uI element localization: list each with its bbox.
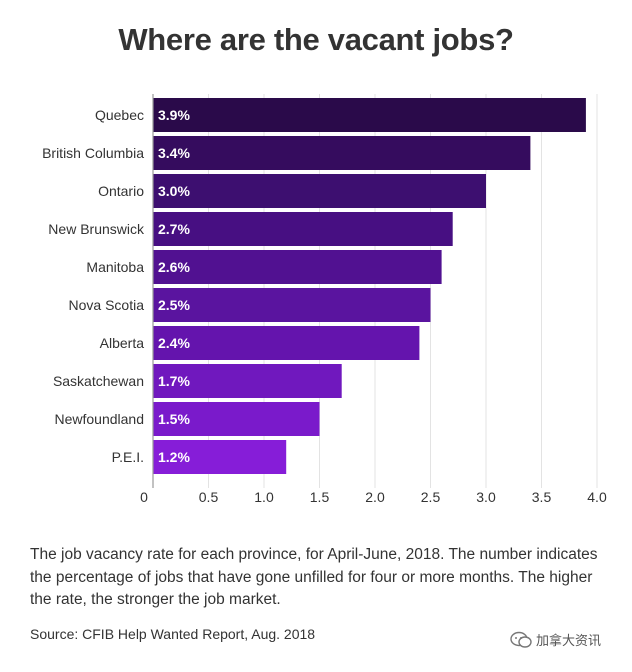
chart-caption: The job vacancy rate for each province, … xyxy=(30,546,598,608)
category-label: Quebec xyxy=(95,107,144,123)
value-label: 1.5% xyxy=(158,411,190,427)
x-tick-label: 1.0 xyxy=(254,489,274,505)
value-label: 2.4% xyxy=(158,335,190,351)
chart-title: Where are the vacant jobs? xyxy=(118,22,514,57)
value-label: 3.0% xyxy=(158,183,190,199)
bar xyxy=(153,136,531,170)
x-tick-label: 3.0 xyxy=(476,489,496,505)
chart-source: Source: CFIB Help Wanted Report, Aug. 20… xyxy=(30,626,316,642)
x-tick-label: 3.5 xyxy=(532,489,552,505)
category-label: P.E.I. xyxy=(112,449,144,465)
bar xyxy=(153,98,586,132)
bar xyxy=(153,288,431,322)
watermark-text: 加拿大资讯 xyxy=(536,633,602,648)
value-label: 2.5% xyxy=(158,297,190,313)
category-label: Alberta xyxy=(100,335,145,351)
value-label: 3.4% xyxy=(158,145,190,161)
category-label: Newfoundland xyxy=(54,411,144,427)
x-tick-label: 2.5 xyxy=(421,489,441,505)
value-label: 1.2% xyxy=(158,449,190,465)
value-label: 2.7% xyxy=(158,221,190,237)
category-label: Saskatchewan xyxy=(53,373,144,389)
bar xyxy=(153,402,320,436)
bar xyxy=(153,212,453,246)
category-label: New Brunswick xyxy=(48,221,145,237)
bar-chart: Quebec 3.9% British Columbia 3.4% Ontario 3.0… xyxy=(42,94,607,505)
value-label: 3.9% xyxy=(158,107,190,123)
watermark: 加拿大资讯 xyxy=(510,630,601,649)
bar xyxy=(153,440,287,474)
x-tick-label: 0 xyxy=(140,489,148,505)
category-label: Ontario xyxy=(98,183,144,199)
bar xyxy=(153,364,342,398)
x-tick-label: 4.0 xyxy=(587,489,607,505)
bar xyxy=(153,326,420,360)
value-label: 2.6% xyxy=(158,259,190,275)
chat-bubble-icon xyxy=(510,631,532,648)
category-label: Nova Scotia xyxy=(69,297,145,313)
value-label: 1.7% xyxy=(158,373,190,389)
x-tick-label: 1.5 xyxy=(310,489,330,505)
chart-area: Quebec 3.9% British Columbia 3.4% Ontario 3.0… xyxy=(0,90,632,510)
bar xyxy=(153,174,486,208)
x-tick-label: 0.5 xyxy=(199,489,219,505)
category-label: British Columbia xyxy=(42,145,144,161)
category-label: Manitoba xyxy=(86,259,144,275)
x-tick-label: 2.0 xyxy=(365,489,385,505)
bar xyxy=(153,250,442,284)
